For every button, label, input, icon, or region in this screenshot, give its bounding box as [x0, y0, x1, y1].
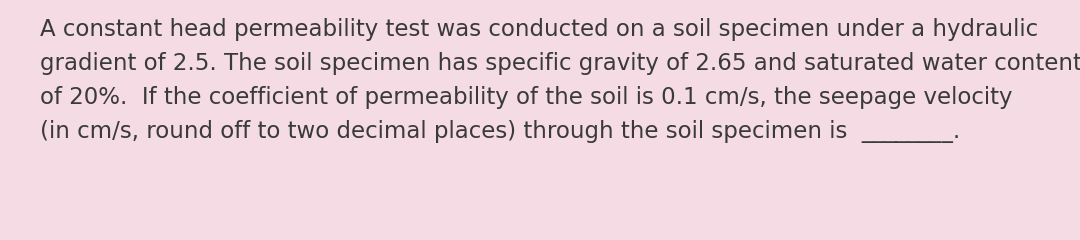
Text: A constant head permeability test was conducted on a soil specimen under a hydra: A constant head permeability test was co…: [40, 18, 1038, 41]
Text: of 20%.  If the coefficient of permeability of the soil is 0.1 cm/s, the seepage: of 20%. If the coefficient of permeabili…: [40, 86, 1013, 109]
Text: gradient of 2.5. The soil specimen has specific gravity of 2.65 and saturated wa: gradient of 2.5. The soil specimen has s…: [40, 52, 1080, 75]
Text: (in cm/s, round off to two decimal places) through the soil specimen is  _______: (in cm/s, round off to two decimal place…: [40, 120, 960, 143]
